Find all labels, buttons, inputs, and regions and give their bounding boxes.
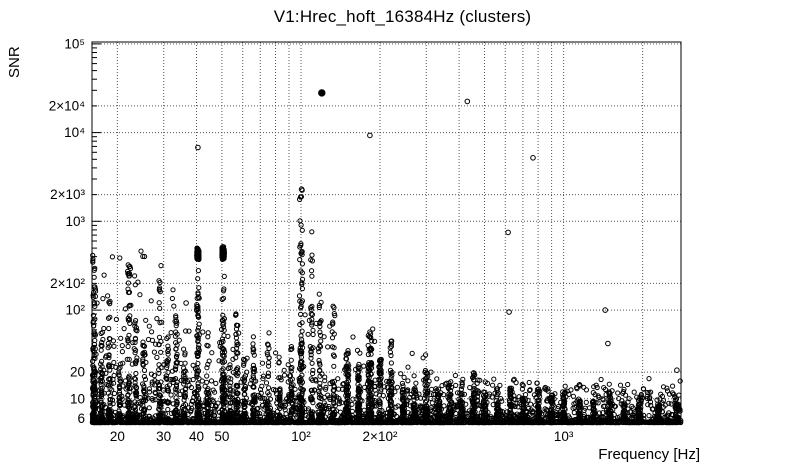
x-tick-label: 40 xyxy=(189,429,204,444)
y-tick-label: 2×10² xyxy=(50,276,85,291)
y-tick-label: 2×10⁴ xyxy=(49,98,85,113)
x-tick-label: 20 xyxy=(110,429,125,444)
y-tick-label: 10⁵ xyxy=(64,36,85,51)
y-tick-label: 10² xyxy=(65,303,85,318)
tick-labels: 20 30 40 50 10² 2×10² 10³ 6 10 20 10² 2×10² 10³ 2×10³… xyxy=(49,36,574,444)
x-axis-label: Frequency [Hz] xyxy=(598,446,700,463)
grid-lines xyxy=(92,42,681,424)
x-tick-label: 30 xyxy=(156,429,171,444)
x-tick-label: 2×10² xyxy=(363,429,398,444)
y-tick-label: 6 xyxy=(77,411,85,426)
y-tick-label: 20 xyxy=(70,365,85,380)
plot-frame xyxy=(91,41,682,425)
scatter-points xyxy=(89,89,684,426)
y-tick-label: 10⁴ xyxy=(64,125,85,140)
y-tick-label: 10 xyxy=(70,391,85,406)
y-tick-label: 2×10³ xyxy=(50,187,85,202)
chart-title: V1:Hrec_hoft_16384Hz (clusters) xyxy=(273,7,532,26)
y-tick-label: 10³ xyxy=(65,214,85,229)
x-tick-label: 10³ xyxy=(554,429,574,444)
x-tick-label: 10² xyxy=(291,429,311,444)
x-tick-label: 50 xyxy=(214,429,229,444)
axis-ticks xyxy=(92,43,644,424)
